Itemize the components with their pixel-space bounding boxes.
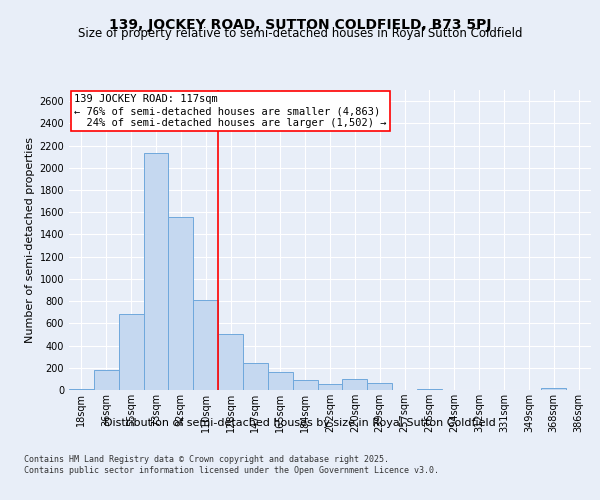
Text: 139, JOCKEY ROAD, SUTTON COLDFIELD, B73 5PJ: 139, JOCKEY ROAD, SUTTON COLDFIELD, B73 … [109,18,491,32]
Bar [541,388,566,390]
Bar [243,364,268,390]
Y-axis label: Number of semi-detached properties: Number of semi-detached properties [25,137,35,343]
Bar [343,379,367,390]
Bar [417,389,442,390]
Bar [268,372,293,390]
Bar [119,314,143,390]
Bar [94,370,119,390]
Text: Size of property relative to semi-detached houses in Royal Sutton Coldfield: Size of property relative to semi-detach… [78,28,522,40]
Bar [169,216,193,390]
Text: Distribution of semi-detached houses by size in Royal Sutton Coldfield: Distribution of semi-detached houses by … [104,418,496,428]
Text: 139 JOCKEY ROAD: 117sqm
← 76% of semi-detached houses are smaller (4,863)
  24% : 139 JOCKEY ROAD: 117sqm ← 76% of semi-de… [74,94,387,128]
Bar [367,384,392,390]
Bar [143,154,169,390]
Bar [193,300,218,390]
Bar [218,334,243,390]
Bar [293,380,317,390]
Bar [317,384,343,390]
Text: Contains HM Land Registry data © Crown copyright and database right 2025.
Contai: Contains HM Land Registry data © Crown c… [24,456,439,474]
